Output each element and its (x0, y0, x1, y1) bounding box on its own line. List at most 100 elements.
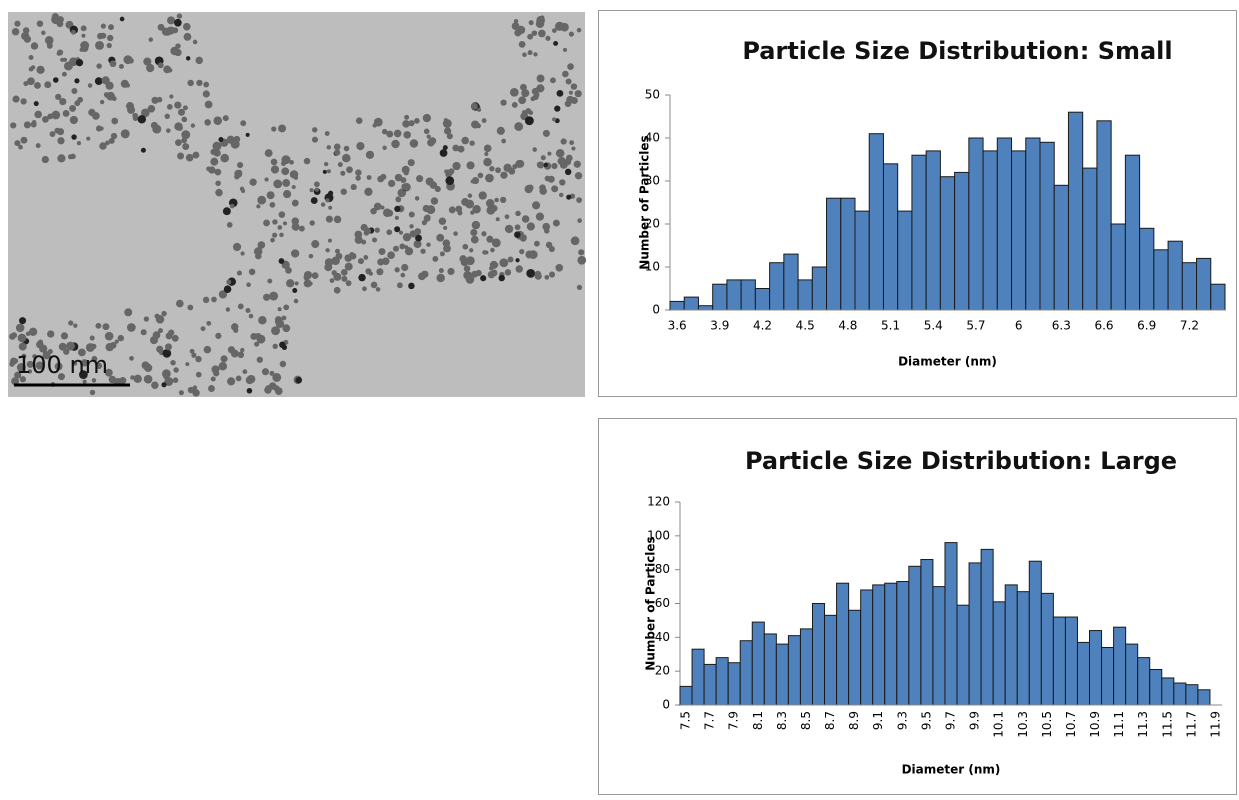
particle (333, 143, 341, 151)
bar (1089, 630, 1103, 706)
bar (1040, 592, 1054, 706)
particle (314, 181, 320, 188)
particle (324, 131, 330, 136)
particle (91, 378, 97, 383)
particle (291, 184, 296, 190)
bar (751, 621, 765, 706)
particle (346, 166, 353, 174)
particle (282, 179, 291, 187)
particle (430, 197, 439, 205)
particle (564, 168, 572, 176)
chart-title: Particle Size Distribution: Small (742, 37, 1172, 65)
particle (82, 379, 87, 384)
particle (280, 160, 287, 166)
y-tick-label: 40 (645, 131, 660, 145)
particle (555, 148, 565, 158)
particle (187, 79, 194, 87)
x-tick-label: 7.5 (679, 711, 693, 730)
particle (77, 348, 86, 357)
particle (394, 226, 401, 233)
particle (534, 240, 540, 247)
particle (137, 115, 147, 124)
particle (538, 29, 546, 38)
particle (44, 81, 52, 89)
particle (215, 332, 222, 339)
particle (127, 105, 136, 114)
particle (246, 282, 251, 288)
particle (169, 94, 174, 99)
bar (824, 614, 838, 706)
particle (333, 215, 342, 224)
particle (371, 237, 378, 243)
x-tick-label: 10.7 (1064, 711, 1078, 738)
particle (18, 342, 27, 351)
particle (182, 143, 190, 151)
x-tick-label: 8.5 (799, 711, 813, 730)
particle (285, 266, 292, 274)
particle (366, 175, 372, 181)
particle (214, 168, 222, 176)
particle (409, 230, 417, 238)
particle (109, 60, 117, 68)
x-tick-label: 4.8 (838, 319, 857, 333)
particle (14, 140, 21, 147)
particle (320, 202, 326, 207)
particle (311, 240, 320, 249)
bar (1197, 689, 1211, 706)
particle (314, 187, 320, 192)
particle (191, 352, 197, 358)
particle (432, 255, 439, 262)
bar (884, 582, 898, 706)
bar (860, 589, 874, 706)
particle (534, 270, 542, 278)
bar (1161, 677, 1175, 706)
particle (576, 197, 582, 203)
particle (89, 335, 95, 341)
bar (1185, 684, 1199, 706)
particle (166, 26, 175, 35)
particle (381, 128, 388, 135)
particle (56, 49, 64, 56)
x-tick-label: 10.9 (1088, 711, 1102, 738)
particle (544, 175, 551, 182)
particle (249, 178, 257, 186)
particle (102, 323, 110, 331)
particle (507, 256, 514, 263)
bar (980, 548, 994, 706)
particle (418, 272, 426, 281)
particle (277, 307, 282, 312)
particle (283, 189, 292, 199)
particle (220, 153, 229, 163)
particle (413, 117, 420, 124)
bar (1025, 137, 1041, 311)
particle (108, 137, 115, 144)
particle (548, 246, 555, 253)
particle (471, 176, 480, 185)
particle (570, 236, 580, 246)
particle (395, 196, 402, 203)
particle (498, 274, 505, 282)
particle (551, 185, 559, 193)
particle (12, 358, 19, 364)
bar (1101, 646, 1115, 706)
particle (344, 262, 353, 271)
particle (391, 139, 400, 149)
particle (386, 130, 394, 138)
particle (282, 324, 291, 333)
particle (552, 28, 557, 33)
particle (463, 270, 473, 280)
y-tick-label: 60 (655, 596, 670, 610)
particle (192, 385, 198, 390)
particle (279, 341, 286, 348)
particle (140, 147, 146, 153)
particle (227, 377, 236, 386)
particle (100, 23, 106, 29)
particle (548, 271, 556, 278)
particle (17, 333, 27, 343)
particle (33, 101, 39, 107)
x-axis-label: Diameter (nm) (898, 355, 997, 369)
bar (811, 603, 826, 706)
particle (469, 140, 475, 146)
particle (311, 272, 319, 280)
